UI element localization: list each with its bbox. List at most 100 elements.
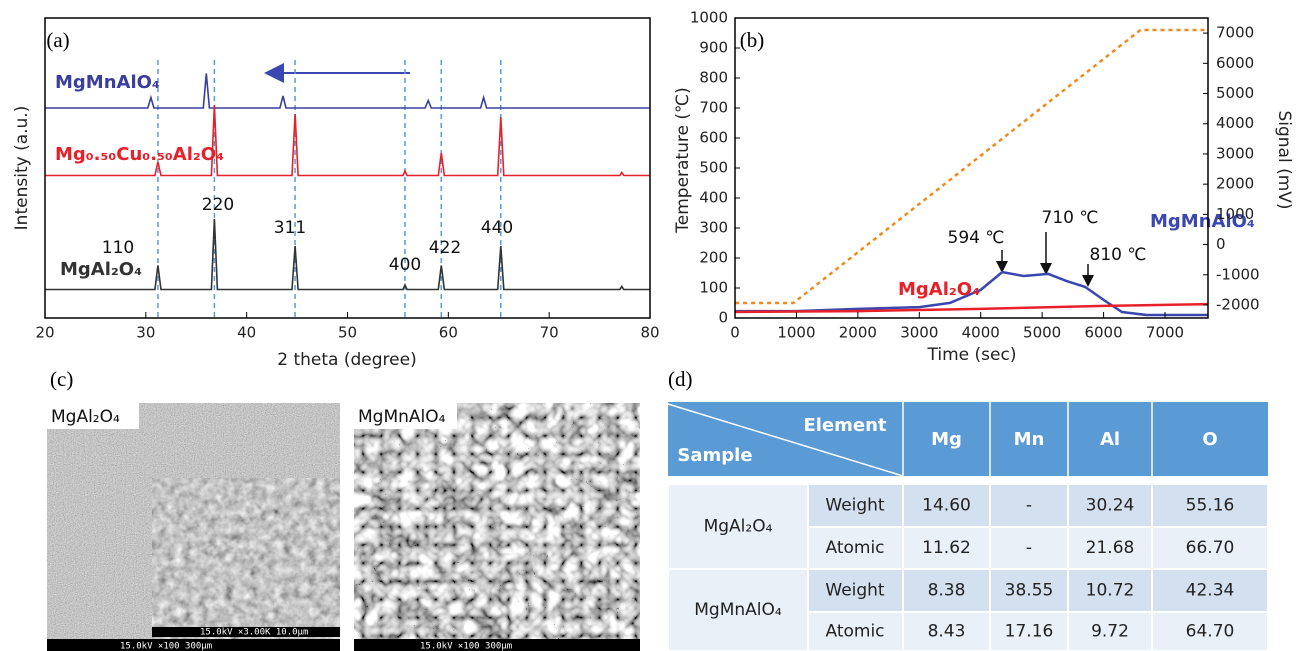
corner-diagonal xyxy=(667,403,904,477)
y2-tick-label: -2000 xyxy=(1216,296,1260,314)
x-tick-label: 3000 xyxy=(900,324,938,342)
y-tick-label: 500 xyxy=(699,159,728,177)
y2-tick-label: -1000 xyxy=(1216,265,1260,283)
x-tick-label: 70 xyxy=(540,324,559,342)
corner-bottom: Sample xyxy=(677,445,752,466)
y-axis-label: Temperature (℃) xyxy=(673,87,693,233)
column-header: Mg xyxy=(931,429,962,450)
table-cell xyxy=(989,526,1069,570)
table-value: 17.16 xyxy=(1005,622,1054,642)
basis: Weight xyxy=(825,581,885,601)
table-value: 66.70 xyxy=(1186,538,1235,558)
x-tick-label: 30 xyxy=(136,324,155,342)
annotation: 311 xyxy=(274,218,306,238)
annotation: 422 xyxy=(429,238,461,258)
table-value: 38.55 xyxy=(1005,581,1054,601)
series-label: Mg₀.₅₀Cu₀.₅₀Al₂O₄ xyxy=(55,144,224,165)
x-tick-label: 80 xyxy=(640,324,659,342)
table-value: 8.43 xyxy=(928,622,966,642)
panel-label: (b) xyxy=(740,28,765,52)
table-value: 55.16 xyxy=(1186,496,1235,516)
x-axis-label: Time (sec) xyxy=(927,345,1017,365)
annotation: 110 xyxy=(102,238,134,258)
annotation: 710 ℃ xyxy=(1042,208,1099,228)
panel-label: (c) xyxy=(50,367,73,391)
series-label: MgAl₂O₄ xyxy=(898,279,980,300)
column-header: O xyxy=(1202,429,1217,450)
y-tick-label: 1000 xyxy=(690,9,728,27)
y-tick-label: 800 xyxy=(699,69,728,87)
scale-bar: 15.0kV ×100 300μm xyxy=(120,642,212,651)
x-tick-label: 6000 xyxy=(1084,324,1122,342)
y-axis-label: Intensity (a.u.) xyxy=(12,106,32,231)
x-axis-label: 2 theta (degree) xyxy=(277,350,416,370)
basis: Weight xyxy=(825,496,885,516)
x-tick-label: 7000 xyxy=(1146,324,1184,342)
table-value: 21.68 xyxy=(1086,538,1135,558)
x-tick-label: 60 xyxy=(439,324,458,342)
table-value: 8.38 xyxy=(928,581,966,601)
table-value: 11.62 xyxy=(922,538,971,558)
scale-strip xyxy=(152,627,340,637)
series-line xyxy=(45,104,650,177)
y-tick-label: 700 xyxy=(699,99,728,117)
series-line xyxy=(45,218,650,291)
label-box xyxy=(47,403,139,429)
y2-tick-label: 7000 xyxy=(1216,24,1254,42)
annotation: 220 xyxy=(202,195,234,215)
y2-tick-label: 3000 xyxy=(1216,144,1254,162)
x-tick-label: 4000 xyxy=(962,324,1000,342)
panel-label: (d) xyxy=(668,367,693,391)
label-box xyxy=(354,403,457,429)
x-tick-label: 1000 xyxy=(777,324,815,342)
table-cell xyxy=(1151,483,1269,528)
annotation: 810 ℃ xyxy=(1090,245,1147,265)
column-header: Al xyxy=(1100,429,1120,450)
annotation: 594 ℃ xyxy=(948,228,1005,248)
y-tick-label: 100 xyxy=(699,279,728,297)
basis: Atomic xyxy=(825,538,884,558)
table-value: 64.70 xyxy=(1186,622,1235,642)
panel-label: (a) xyxy=(46,28,69,52)
series-line xyxy=(735,270,1208,317)
y2-tick-label: 2000 xyxy=(1216,175,1254,193)
y-tick-label: 600 xyxy=(699,129,728,147)
sample-cell xyxy=(667,568,809,651)
corner-top: Element xyxy=(803,415,886,436)
series-label: MgMnAlO₄ xyxy=(1150,211,1255,232)
table-cell xyxy=(902,611,991,651)
annotation: 400 xyxy=(389,255,421,275)
x-tick-label: 50 xyxy=(338,324,357,342)
x-tick-label: 20 xyxy=(35,324,54,342)
table-cell xyxy=(1151,611,1269,651)
table-value: - xyxy=(1026,496,1032,516)
table-cell xyxy=(989,483,1069,528)
table-cell xyxy=(989,568,1069,613)
annotation: 440 xyxy=(481,218,513,238)
table-value: 14.60 xyxy=(922,496,971,516)
series-line xyxy=(45,73,650,109)
series-line xyxy=(734,302,1209,314)
table-value: 9.72 xyxy=(1091,622,1129,642)
y2-tick-label: 4000 xyxy=(1216,114,1254,132)
y2-tick-label: 0 xyxy=(1216,235,1226,253)
table-cell xyxy=(1067,568,1153,613)
y-tick-label: 0 xyxy=(718,309,728,327)
table-value: - xyxy=(1026,538,1032,558)
plot-frame xyxy=(734,17,1209,319)
y-tick-label: 200 xyxy=(699,249,728,267)
x-tick-label: 5000 xyxy=(1023,324,1061,342)
table-header xyxy=(668,402,1268,476)
sem-image xyxy=(354,403,640,651)
column-header: Mn xyxy=(1014,429,1045,450)
x-tick-label: 40 xyxy=(237,324,256,342)
y-tick-label: 900 xyxy=(699,39,728,57)
sem-sample: MgMnAlO₄ xyxy=(358,407,446,427)
y2-axis-label: Signal (mV) xyxy=(1274,110,1294,209)
sem-sample: MgAl₂O₄ xyxy=(51,407,120,427)
scale-bar: 15.0kV ×100 300μm xyxy=(420,642,512,651)
table-value: 10.72 xyxy=(1086,581,1135,601)
sample-name: MgAl₂O₄ xyxy=(704,517,773,537)
y-tick-label: 400 xyxy=(699,189,728,207)
scale-bar: 15.0kV ×3.00K 10.0μm xyxy=(200,628,308,638)
